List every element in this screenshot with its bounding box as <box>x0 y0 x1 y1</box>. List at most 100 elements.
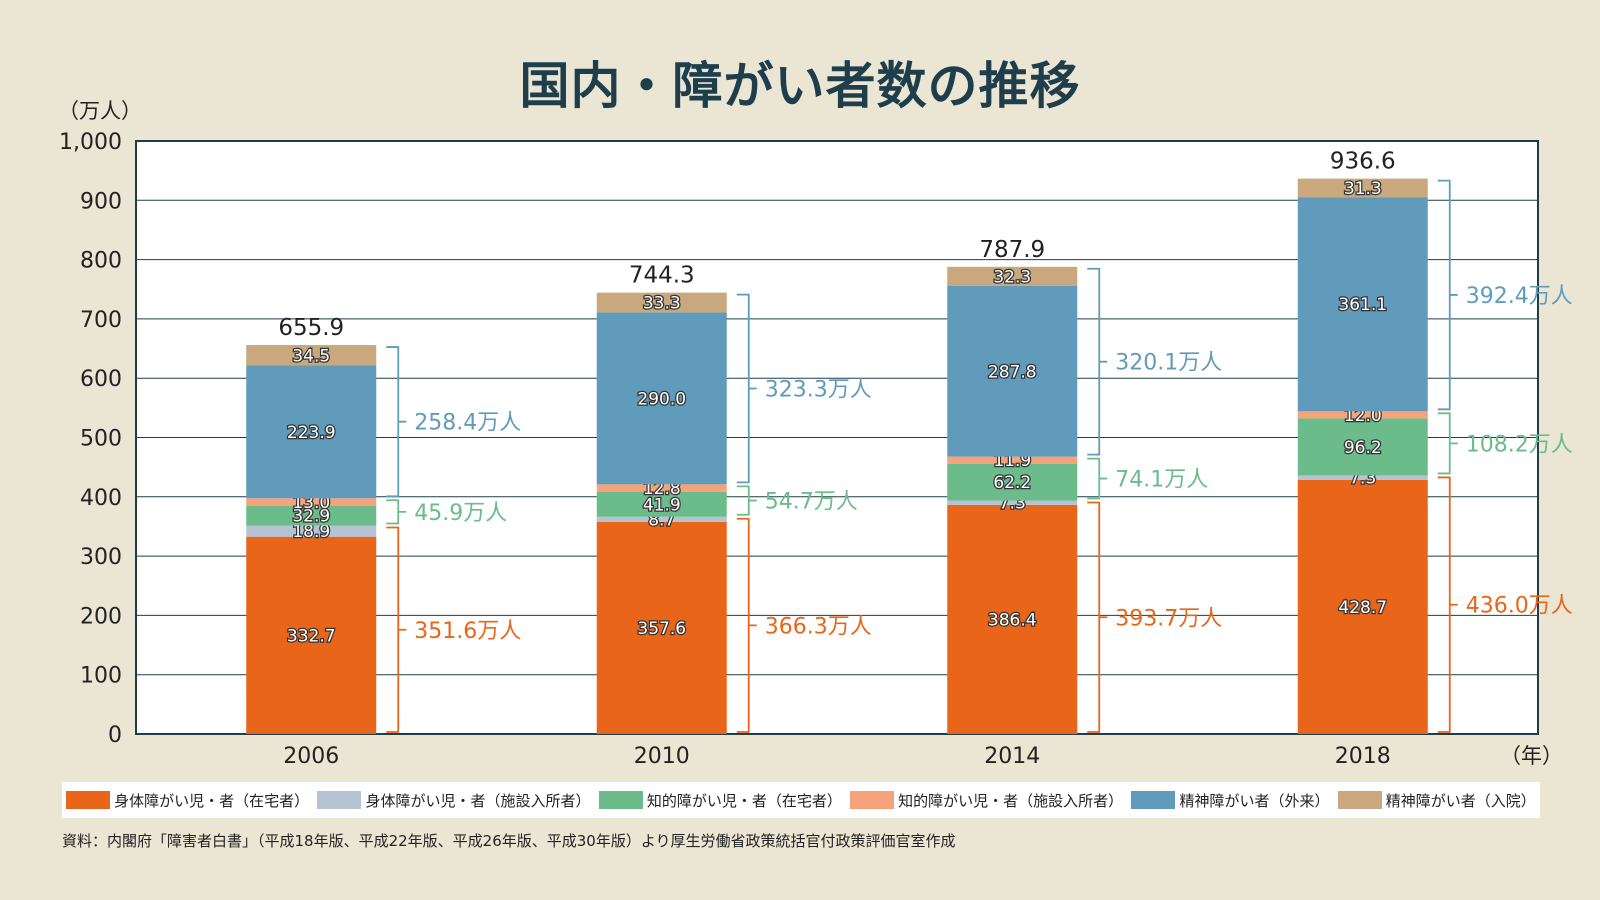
legend: 身体障がい児・者（在宅者） 身体障がい児・者（施設入所者） 知的障がい児・者（在宅者… <box>62 782 1540 818</box>
data-label: 361.1 <box>1338 295 1387 315</box>
legend-label: 知的障がい児・者（在宅者） <box>646 791 842 810</box>
group-total-label: 54.7万人 <box>765 490 858 515</box>
legend-label: 身体障がい児・者（在宅者） <box>114 791 310 810</box>
data-label: 287.8 <box>988 362 1037 382</box>
x-tick-label: 2006 <box>283 744 339 769</box>
data-label: 32.3 <box>993 267 1031 287</box>
bar-segment <box>596 292 727 313</box>
data-label: 96.2 <box>1344 438 1382 458</box>
legend-swatch <box>1337 791 1382 809</box>
group-total-label: 323.3万人 <box>765 377 872 402</box>
bar-segment <box>947 500 1078 505</box>
bar-segment <box>596 516 727 522</box>
legend-label: 知的障がい児・者（施設入所者） <box>898 791 1124 810</box>
group-bracket <box>1437 179 1458 411</box>
legend-swatch <box>1131 791 1176 809</box>
total-label: 744.3 <box>629 263 695 289</box>
y-tick-label: 100 <box>80 664 122 689</box>
legend-swatch <box>598 791 643 809</box>
x-tick-label: 2014 <box>984 744 1040 769</box>
data-label: 18.9 <box>292 522 330 542</box>
y-tick-label: 900 <box>80 189 122 214</box>
y-tick-label: 500 <box>80 427 122 452</box>
legend-item: 身体障がい児・者（在宅者） <box>66 790 309 811</box>
group-bracket <box>386 346 407 498</box>
bar-segment <box>1297 418 1428 476</box>
group-total-label: 108.2万人 <box>1466 432 1573 457</box>
data-label: 428.7 <box>1338 598 1387 618</box>
group-bracket <box>1437 412 1458 475</box>
group-total-label: 393.7万人 <box>1115 606 1222 631</box>
chart-title: 国内・障がい者数の推移 <box>519 57 1081 115</box>
group-bracket <box>1437 476 1458 733</box>
group-bracket <box>1087 501 1108 733</box>
data-label: 33.3 <box>643 294 681 314</box>
data-label: 34.5 <box>292 346 330 366</box>
bar-segment <box>947 456 1078 464</box>
bar-segment <box>596 312 727 485</box>
group-total-label: 351.6万人 <box>414 619 521 644</box>
group-total-label: 320.1万人 <box>1115 351 1222 376</box>
data-label: 386.4 <box>988 610 1037 630</box>
group-total-label: 392.4万人 <box>1466 284 1573 309</box>
bar-segment <box>1297 479 1428 734</box>
data-label: 62.2 <box>993 473 1031 493</box>
bar-segment <box>246 505 377 526</box>
bar-segment <box>596 491 727 517</box>
bar-segment <box>1297 475 1428 480</box>
bar-segment <box>246 498 377 506</box>
data-label: 31.3 <box>1344 179 1382 199</box>
bar-segment <box>596 521 727 734</box>
y-axis-unit-label: （万人） <box>58 99 142 123</box>
total-label: 936.6 <box>1330 149 1396 175</box>
y-tick-label: 0 <box>108 723 122 748</box>
bar-segment <box>947 285 1078 457</box>
legend-item: 精神障がい者（入院） <box>1337 790 1536 811</box>
data-label: 332.7 <box>287 626 336 646</box>
legend-swatch <box>317 791 362 809</box>
group-bracket <box>1087 457 1108 500</box>
bar-segment <box>1297 411 1428 419</box>
group-bracket <box>386 526 407 733</box>
group-total-label: 436.0万人 <box>1466 594 1573 619</box>
legend-label: 精神障がい者（外来） <box>1179 791 1330 810</box>
group-bracket <box>736 293 757 484</box>
bar-segment <box>947 504 1078 734</box>
data-label: 41.9 <box>643 495 681 515</box>
legend-item: 身体障がい児・者（施設入所者） <box>317 790 591 811</box>
data-label: 32.9 <box>292 507 330 527</box>
group-bracket <box>736 485 757 516</box>
legend-item: 精神障がい者（外来） <box>1131 790 1329 811</box>
legend-swatch <box>66 791 111 809</box>
bar-segment <box>947 463 1078 501</box>
group-bracket <box>736 517 757 733</box>
bar-segment <box>246 345 377 366</box>
group-bracket <box>1087 267 1108 456</box>
bar-segment <box>947 266 1078 286</box>
y-tick-label: 800 <box>80 249 122 274</box>
plot-area: 0 100 200 300 400 500 600 700 800 900 1,000 2006 332… <box>59 130 1573 769</box>
y-tick-label: 400 <box>80 486 122 511</box>
legend-label: 精神障がい者（入院） <box>1385 791 1536 810</box>
group-total-label: 45.9万人 <box>414 501 507 526</box>
y-tick-label: 700 <box>80 308 122 333</box>
stacked-bar-chart: （万人） （年） 0 100 200 300 400 500 600 700 800 900 1,0… <box>58 99 1573 769</box>
data-label: 223.9 <box>287 423 336 443</box>
legend-item: 知的障がい児・者（施設入所者） <box>850 790 1123 811</box>
group-total-label: 74.1万人 <box>1115 468 1208 493</box>
bar-segment <box>1297 197 1428 412</box>
bar-segment <box>246 525 377 537</box>
legend-swatch <box>850 791 895 809</box>
bar-segment <box>1297 178 1428 198</box>
total-label: 655.9 <box>278 315 344 341</box>
data-label: 290.0 <box>637 389 686 409</box>
legend-label: 身体障がい児・者（施設入所者） <box>365 791 591 810</box>
y-tick-label: 600 <box>80 367 122 392</box>
y-tick-label: 300 <box>80 545 122 570</box>
group-bracket <box>386 499 407 525</box>
legend-item: 知的障がい児・者（在宅者） <box>598 790 842 811</box>
x-tick-label: 2010 <box>634 744 690 769</box>
total-label: 787.9 <box>979 237 1045 263</box>
bar-segment <box>246 365 377 499</box>
y-tick-label: 200 <box>80 604 122 629</box>
